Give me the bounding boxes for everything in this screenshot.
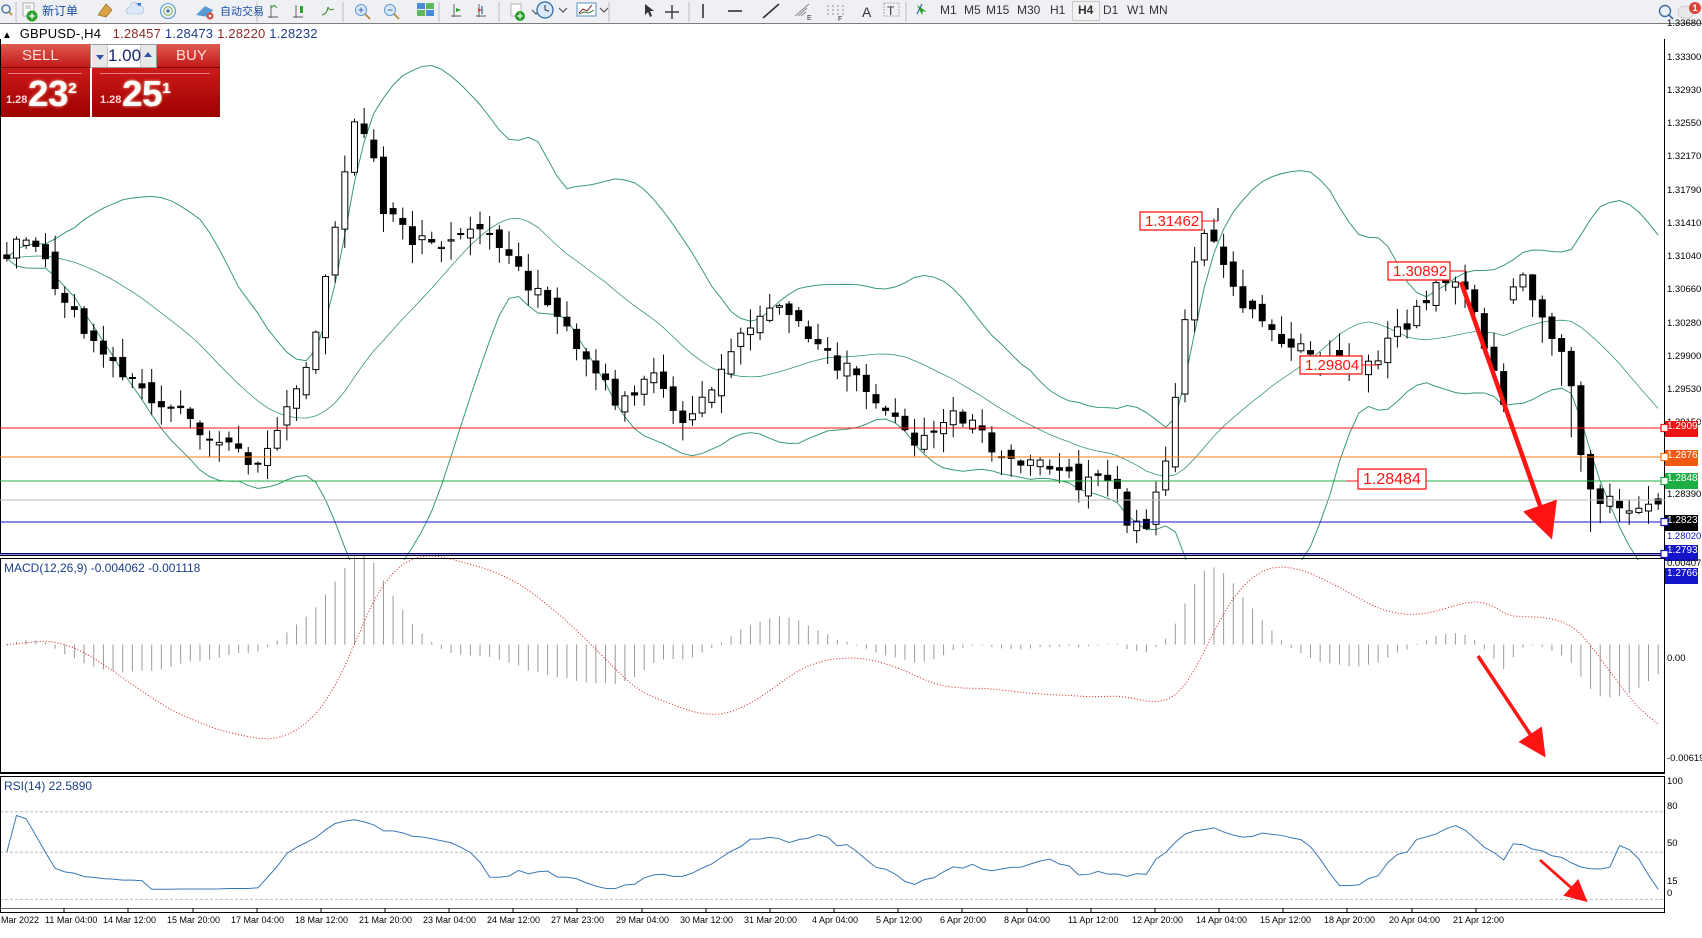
svg-text:1.29804: 1.29804 (1305, 357, 1359, 374)
svg-text:1.30892: 1.30892 (1393, 263, 1447, 280)
svg-text:1.31462: 1.31462 (1145, 213, 1199, 230)
svg-text:1.28484: 1.28484 (1363, 471, 1421, 488)
